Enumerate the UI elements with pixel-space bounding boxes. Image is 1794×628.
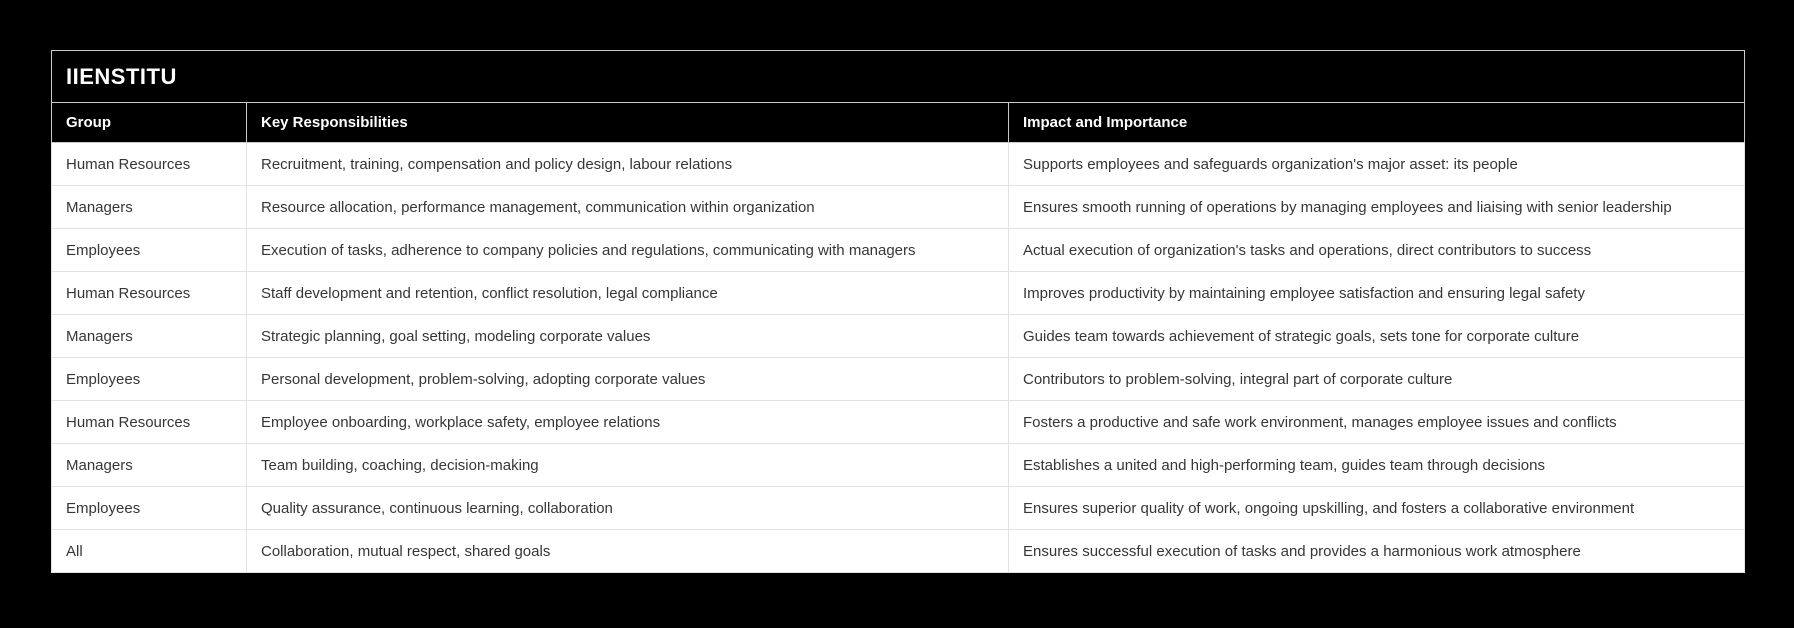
impact-cell: Ensures smooth running of operations by … — [1008, 185, 1745, 229]
table-row: Human Resources Staff development and re… — [51, 271, 1745, 315]
responsibilities-cell: Team building, coaching, decision-making — [246, 443, 1009, 487]
table-row: All Collaboration, mutual respect, share… — [51, 529, 1745, 573]
responsibilities-cell: Strategic planning, goal setting, modeli… — [246, 314, 1009, 358]
responsibilities-cell: Quality assurance, continuous learning, … — [246, 486, 1009, 530]
column-header-group: Group — [51, 102, 247, 143]
impact-cell: Ensures superior quality of work, ongoin… — [1008, 486, 1745, 530]
table-row: Human Resources Employee onboarding, wor… — [51, 400, 1745, 444]
group-cell: Managers — [51, 443, 247, 487]
table-row: Employees Personal development, problem-… — [51, 357, 1745, 401]
table-row: Managers Resource allocation, performanc… — [51, 185, 1745, 229]
responsibilities-cell: Personal development, problem-solving, a… — [246, 357, 1009, 401]
impact-cell: Contributors to problem-solving, integra… — [1008, 357, 1745, 401]
responsibilities-cell: Employee onboarding, workplace safety, e… — [246, 400, 1009, 444]
table-header: Group Key Responsibilities Impact and Im… — [51, 102, 1745, 143]
table-body: Human Resources Recruitment, training, c… — [51, 142, 1745, 573]
org-table-container: IIENSTITU Group Key Responsibilities Imp… — [51, 50, 1745, 573]
group-cell: All — [51, 529, 247, 573]
group-cell: Managers — [51, 185, 247, 229]
table-row: Managers Team building, coaching, decisi… — [51, 443, 1745, 487]
group-cell: Employees — [51, 228, 247, 272]
responsibilities-cell: Execution of tasks, adherence to company… — [246, 228, 1009, 272]
impact-cell: Actual execution of organization's tasks… — [1008, 228, 1745, 272]
responsibilities-cell: Collaboration, mutual respect, shared go… — [246, 529, 1009, 573]
table-row: Employees Execution of tasks, adherence … — [51, 228, 1745, 272]
group-cell: Human Resources — [51, 400, 247, 444]
responsibilities-cell: Resource allocation, performance managem… — [246, 185, 1009, 229]
table-row: Managers Strategic planning, goal settin… — [51, 314, 1745, 358]
impact-cell: Supports employees and safeguards organi… — [1008, 142, 1745, 186]
table-row: Employees Quality assurance, continuous … — [51, 486, 1745, 530]
group-cell: Human Resources — [51, 271, 247, 315]
responsibilities-cell: Staff development and retention, conflic… — [246, 271, 1009, 315]
impact-cell: Improves productivity by maintaining emp… — [1008, 271, 1745, 315]
group-cell: Managers — [51, 314, 247, 358]
page-title: IIENSTITU — [51, 50, 1745, 102]
column-header-key-responsibilities: Key Responsibilities — [246, 102, 1009, 143]
table-row: Human Resources Recruitment, training, c… — [51, 142, 1745, 186]
responsibilities-cell: Recruitment, training, compensation and … — [246, 142, 1009, 186]
org-table: Group Key Responsibilities Impact and Im… — [51, 102, 1745, 573]
column-header-impact-and-importance: Impact and Importance — [1008, 102, 1745, 143]
group-cell: Employees — [51, 357, 247, 401]
impact-cell: Establishes a united and high-performing… — [1008, 443, 1745, 487]
impact-cell: Fosters a productive and safe work envir… — [1008, 400, 1745, 444]
header-row: Group Key Responsibilities Impact and Im… — [51, 102, 1745, 143]
group-cell: Human Resources — [51, 142, 247, 186]
impact-cell: Guides team towards achievement of strat… — [1008, 314, 1745, 358]
impact-cell: Ensures successful execution of tasks an… — [1008, 529, 1745, 573]
group-cell: Employees — [51, 486, 247, 530]
